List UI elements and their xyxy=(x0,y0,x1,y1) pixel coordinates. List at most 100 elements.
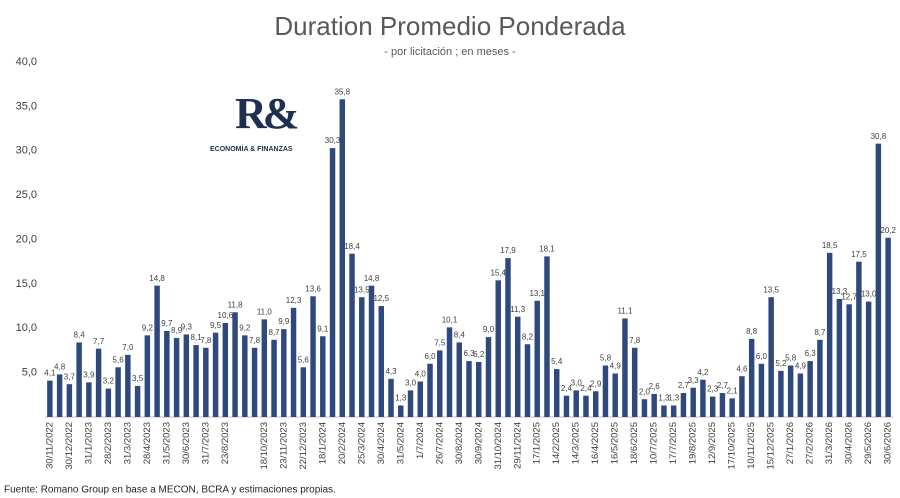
value-label: 2,0 xyxy=(639,387,651,396)
bar xyxy=(446,327,453,417)
bar xyxy=(729,398,735,417)
value-label: 4,0 xyxy=(415,370,427,379)
logo-text: ECONOMÍA & FINANZAS xyxy=(210,144,293,153)
bar xyxy=(212,332,219,417)
bar xyxy=(865,301,872,417)
bar xyxy=(407,390,414,417)
value-label: 18,5 xyxy=(822,241,838,250)
value-label: 2,7 xyxy=(678,381,690,390)
bar xyxy=(690,387,696,417)
y-tick-label: 20,0 xyxy=(16,233,37,245)
x-tick-label: 29/11/2024 xyxy=(512,422,523,469)
value-label: 4,2 xyxy=(697,368,709,377)
y-tick-label: 35,0 xyxy=(16,100,37,112)
x-tick-label: 17/7/2025 xyxy=(668,422,679,464)
bar xyxy=(144,335,151,417)
bar xyxy=(271,339,277,417)
value-label: 6,3 xyxy=(805,349,817,358)
x-tick-label: 31/10/2024 xyxy=(493,422,504,470)
value-label: 13,6 xyxy=(305,284,321,293)
value-label: 8,2 xyxy=(522,332,534,341)
value-label: 3,9 xyxy=(83,370,95,379)
bar xyxy=(622,318,628,417)
value-label: 12,7 xyxy=(841,292,857,301)
value-label: 7,0 xyxy=(122,343,134,352)
x-tick-label: 27/2/2026 xyxy=(805,422,816,464)
y-tick-label: 25,0 xyxy=(16,189,37,201)
bar xyxy=(427,363,433,417)
bar xyxy=(836,298,843,417)
value-label: 14,8 xyxy=(364,274,380,283)
bar xyxy=(807,361,813,417)
bar xyxy=(398,405,404,417)
bar xyxy=(183,334,190,417)
value-label: 8,7 xyxy=(814,328,826,337)
bar xyxy=(300,367,307,417)
bar xyxy=(193,345,199,417)
source-note: Fuente: Romano Group en base a MECON, BC… xyxy=(4,485,336,496)
value-label: 3,0 xyxy=(405,378,417,387)
value-label: 18,4 xyxy=(344,242,360,251)
x-tick-label: 17/1/2025 xyxy=(532,422,543,464)
x-tick-label: 1/7/2024 xyxy=(415,422,426,459)
value-label: 30,8 xyxy=(871,132,887,141)
x-tick-label: 31/1/2023 xyxy=(83,422,94,464)
bar xyxy=(826,252,833,417)
bar xyxy=(709,396,716,417)
value-label: 11,3 xyxy=(510,305,526,314)
bar xyxy=(778,370,784,417)
bar xyxy=(47,380,53,417)
value-label: 2,3 xyxy=(707,385,719,394)
x-tick-label: 31/5/2024 xyxy=(395,422,406,464)
bar xyxy=(310,296,316,417)
value-label: 17,9 xyxy=(500,246,516,255)
bar xyxy=(437,350,443,417)
value-label: 4,8 xyxy=(54,363,66,372)
bar xyxy=(95,348,102,417)
bar xyxy=(592,391,599,417)
value-label: 3,5 xyxy=(132,374,144,383)
bar xyxy=(787,365,794,417)
bar xyxy=(329,148,336,417)
bar xyxy=(768,297,774,417)
bar xyxy=(203,347,209,417)
x-tick-label: 16/4/2025 xyxy=(590,422,601,464)
bar xyxy=(875,143,882,417)
value-label: 6,0 xyxy=(424,352,436,361)
value-label: 7,8 xyxy=(200,336,212,345)
value-label: 20,2 xyxy=(880,226,896,235)
x-tick-label: 17/10/2025 xyxy=(727,422,738,470)
x-tick-label: 30/6/2023 xyxy=(181,422,192,464)
x-tick-label: 12/9/2025 xyxy=(707,422,718,464)
value-label: 5,8 xyxy=(600,354,612,363)
bar xyxy=(456,342,462,417)
value-label: 6,2 xyxy=(473,350,485,359)
value-label: 8,9 xyxy=(171,326,183,335)
x-tick-label: 27/1/2026 xyxy=(785,422,796,464)
x-tick-label: 18/1/2024 xyxy=(317,422,328,464)
bar xyxy=(534,300,540,417)
value-label: 1,3 xyxy=(395,394,407,403)
x-tick-label: 30/12/2022 xyxy=(64,422,75,470)
x-tick-label: 10/7/2025 xyxy=(649,422,660,464)
bar xyxy=(661,405,667,417)
value-label: 9,2 xyxy=(142,323,154,332)
bar xyxy=(553,369,560,417)
bar xyxy=(885,237,891,417)
bar xyxy=(505,258,511,417)
y-tick-label: 40,0 xyxy=(16,56,37,68)
bar xyxy=(573,390,579,417)
bar xyxy=(515,316,521,417)
bar xyxy=(466,361,472,417)
bar xyxy=(154,285,160,417)
value-label: 9,3 xyxy=(181,323,193,332)
bar xyxy=(485,337,492,417)
bar xyxy=(339,99,346,418)
value-label: 3,3 xyxy=(688,376,700,385)
value-label: 35,8 xyxy=(334,87,350,96)
x-tick-label: 23/8/2023 xyxy=(220,422,231,464)
bar xyxy=(251,347,258,417)
x-tick-label: 14/3/2025 xyxy=(571,422,582,464)
value-label: 2,4 xyxy=(580,384,592,393)
